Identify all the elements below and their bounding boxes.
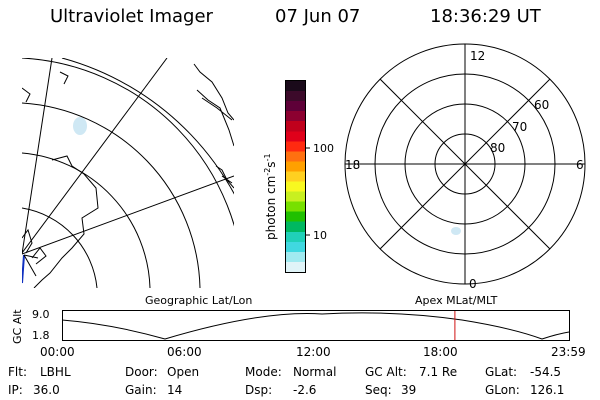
- orbit-x-tick: 18:00: [423, 345, 458, 359]
- mlt-label-18: 18: [345, 158, 360, 172]
- orbit-x-tick: 00:00: [40, 345, 75, 359]
- aurora-spot: [451, 227, 461, 235]
- coastline: [193, 63, 234, 147]
- meridian-line: [22, 58, 168, 254]
- orbit-plot-frame: [62, 310, 570, 341]
- orbit-x-tick: 23:59: [551, 345, 586, 359]
- polar-plot: 12 18 6 0 60 70 80: [344, 43, 586, 291]
- geographic-map: [22, 58, 234, 288]
- meridian-line: [22, 175, 234, 255]
- colorbar-unit-label: photon cm-2s-1: [263, 153, 278, 240]
- mlt-label-12: 12: [470, 49, 485, 63]
- lat-label-60: 60: [534, 98, 549, 112]
- glon-value: 126.1: [530, 383, 565, 397]
- orbit-altitude-curve: [62, 312, 570, 340]
- mlt-diagonal: [379, 78, 551, 250]
- orbit-plot: [62, 310, 570, 341]
- meridian-line: [22, 58, 53, 255]
- latitude-arc: [22, 58, 234, 227]
- ip-value: 36.0: [33, 383, 60, 397]
- ip-label: IP:: [8, 383, 23, 397]
- flt-label: Flt:: [8, 365, 27, 379]
- geographic-caption: Geographic Lat/Lon: [145, 294, 253, 307]
- glon-label: GLon:: [485, 383, 520, 397]
- door-value: Open: [167, 365, 200, 379]
- glat-value: -54.5: [530, 365, 562, 379]
- orbit-y-tick: 9.0: [32, 308, 50, 321]
- coastline: [215, 165, 234, 189]
- flt-value: LBHL: [40, 365, 71, 379]
- aurora-glow: [73, 117, 87, 135]
- time-label: 18:36:29 UT: [430, 6, 541, 27]
- apex-caption: Apex MLat/MLT: [415, 294, 498, 307]
- latitude-arc: [22, 152, 151, 288]
- colorbar-tick-label: 10: [313, 229, 327, 242]
- glat-label: GLat:: [485, 365, 518, 379]
- instrument-title: Ultraviolet Imager: [50, 6, 213, 27]
- satellite-track: [22, 254, 25, 284]
- seq-label: Seq:: [365, 383, 392, 397]
- lat-label-70: 70: [512, 120, 527, 134]
- orbit-x-tick: 06:00: [167, 345, 202, 359]
- latitude-arc: [22, 102, 201, 288]
- gcalt-label: GC Alt:: [365, 365, 407, 379]
- mlt-label-0: 0: [469, 277, 477, 291]
- gain-value: 14: [167, 383, 183, 397]
- door-label: Door:: [125, 365, 158, 379]
- lat-label-80: 80: [490, 141, 505, 155]
- colorbar-axis: 100 10: [306, 142, 334, 242]
- dsp-value: -2.6: [293, 383, 317, 397]
- date-label: 07 Jun 07: [275, 6, 361, 27]
- coastline: [22, 71, 69, 103]
- colorbar: [285, 80, 306, 273]
- mode-label: Mode:: [245, 365, 282, 379]
- seq-value: 39: [401, 383, 417, 397]
- satellite-track: [23, 254, 37, 277]
- orbit-x-tick: 12:00: [296, 345, 331, 359]
- gcalt-value: 7.1 Re: [419, 365, 458, 379]
- gain-label: Gain:: [125, 383, 157, 397]
- orbit-y-label: GC Alt: [11, 309, 24, 344]
- latitude-arc: [61, 58, 234, 195]
- coastline: [22, 228, 47, 265]
- dsp-label: Dsp:: [245, 383, 273, 397]
- mode-value: Normal: [293, 365, 337, 379]
- latitude-arc: [22, 207, 98, 288]
- colorbar-tick-label: 100: [313, 142, 334, 155]
- mlt-label-6: 6: [576, 158, 584, 172]
- orbit-y-tick: 1.8: [32, 329, 50, 342]
- satellite-track: [23, 254, 39, 259]
- coastline: [33, 155, 99, 288]
